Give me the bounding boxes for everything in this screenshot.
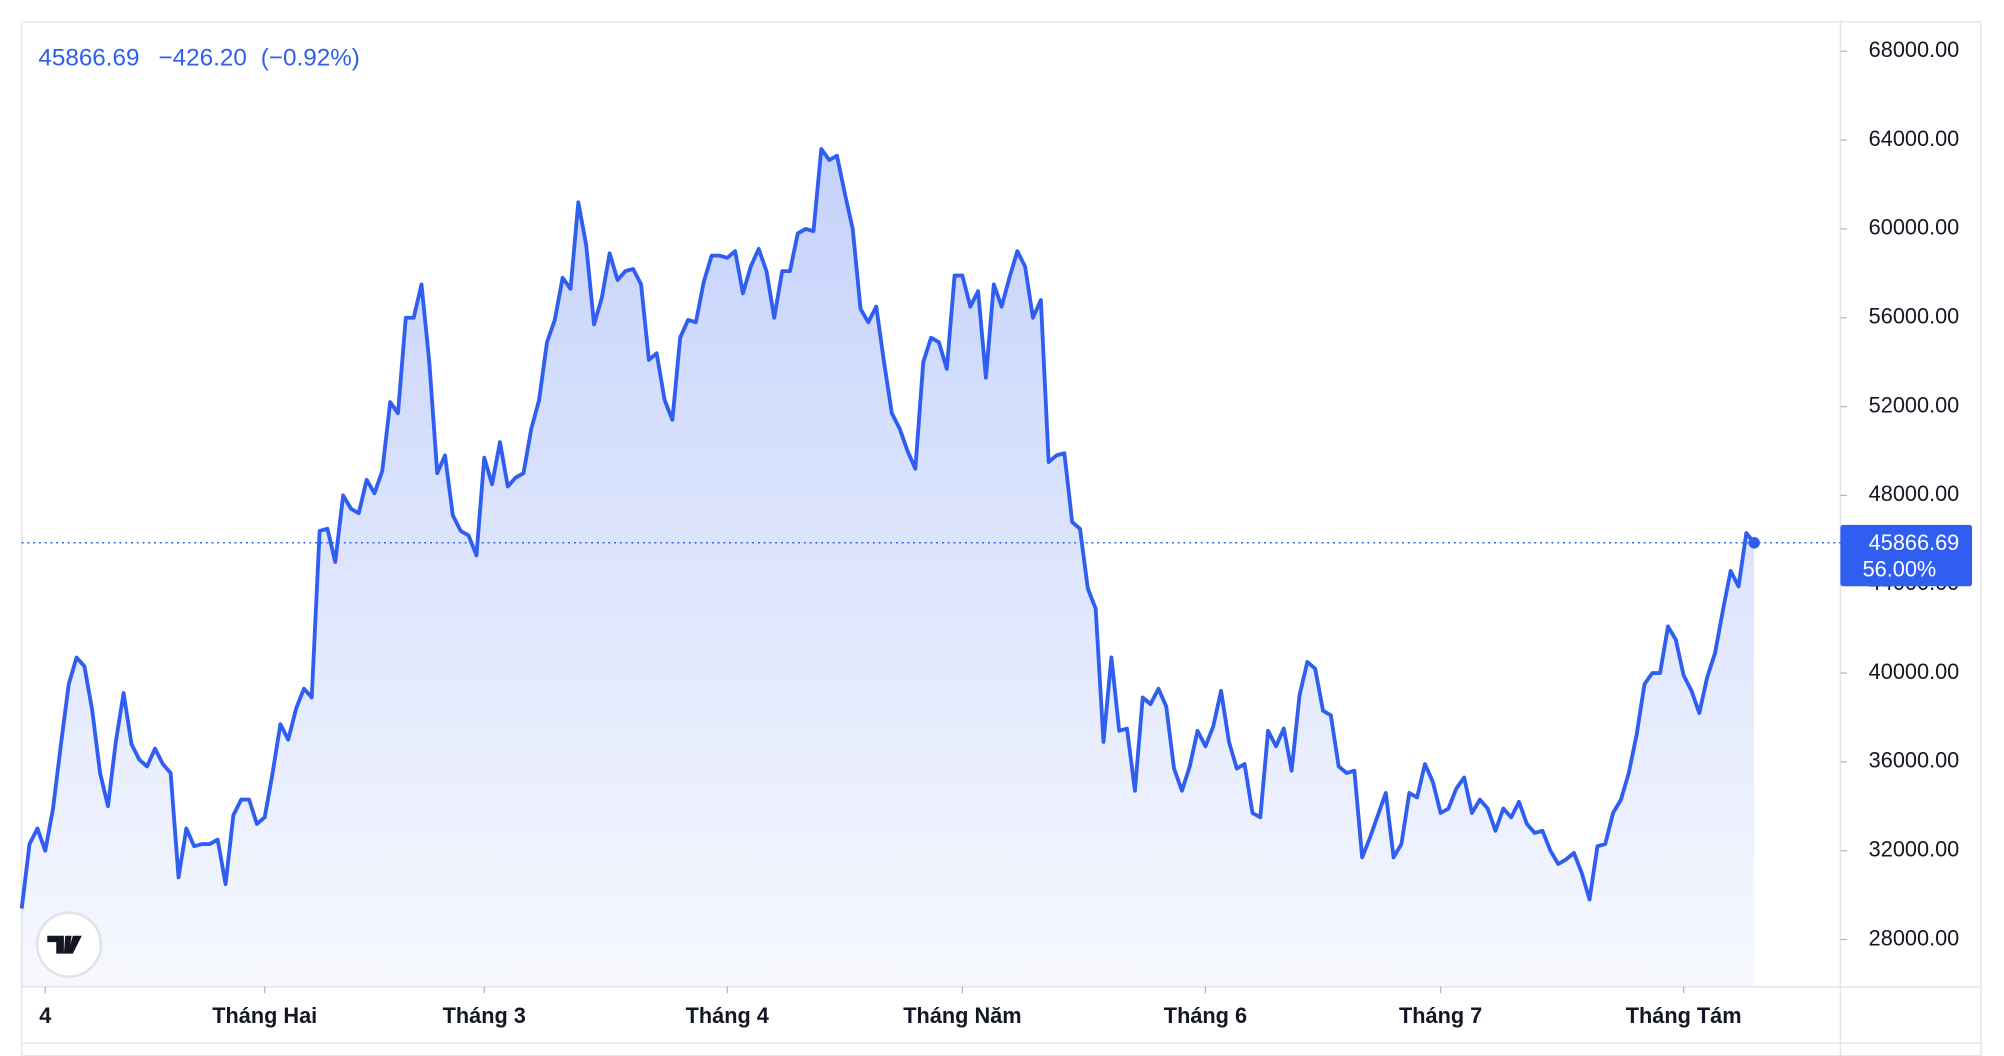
x-tick-label: Tháng Tám xyxy=(1626,1003,1742,1028)
plot xyxy=(19,147,1841,987)
y-tick-label: 68000.00 xyxy=(1869,37,1960,62)
header-change-pct: (−0.92%) xyxy=(261,44,360,71)
y-tick-label: 52000.00 xyxy=(1869,392,1960,417)
area-fill xyxy=(21,149,1755,987)
y-tick-label: 64000.00 xyxy=(1869,126,1960,151)
y-tick-label: 48000.00 xyxy=(1869,481,1960,506)
price-line xyxy=(19,147,1756,909)
last-price-tag-price: 45866.69 xyxy=(1869,530,1960,555)
y-tick-label: 40000.00 xyxy=(1869,659,1960,684)
y-tick-label: 28000.00 xyxy=(1869,925,1960,950)
x-tick-label: Tháng Hai xyxy=(212,1003,317,1028)
x-tick-label: Tháng 6 xyxy=(1164,1003,1247,1028)
x-tick-label: Tháng 3 xyxy=(443,1003,526,1028)
header-price: 45866.69 xyxy=(38,44,139,71)
x-tick-label: Tháng Năm xyxy=(903,1003,1021,1028)
x-tick-label: Tháng 4 xyxy=(686,1003,769,1028)
last-price-tag-pct: 56.00% xyxy=(1863,557,1937,582)
x-tick-label: Tháng 7 xyxy=(1399,1003,1482,1028)
y-tick-label: 36000.00 xyxy=(1869,748,1960,773)
header-change: −426.20 xyxy=(158,44,246,71)
y-tick-label: 56000.00 xyxy=(1869,303,1960,328)
last-price-tag xyxy=(1840,524,1973,587)
y-tick-label: 32000.00 xyxy=(1869,836,1960,861)
logo xyxy=(35,911,103,978)
x-tick-label: 4 xyxy=(39,1003,51,1028)
y-tick-label: 60000.00 xyxy=(1869,215,1960,240)
last-point xyxy=(1748,537,1760,549)
